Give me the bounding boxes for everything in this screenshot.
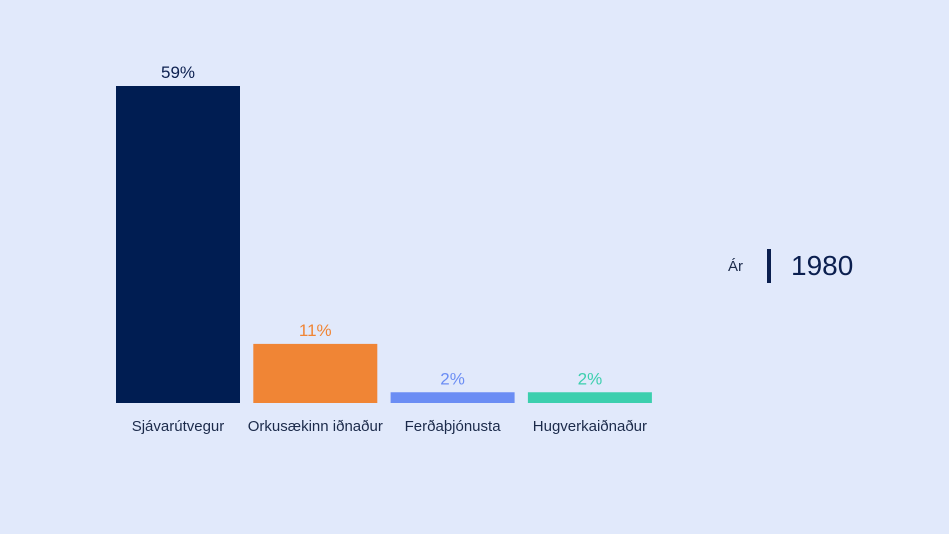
- category-label-2: Ferðaþjónusta: [405, 418, 502, 435]
- category-label-3: Hugverkaiðnaður: [533, 418, 647, 435]
- bar-value-label-0: 59%: [161, 63, 195, 82]
- bar-value-label-2: 2%: [440, 369, 465, 388]
- bar-1: [253, 343, 378, 403]
- year-value: 1980: [791, 250, 854, 281]
- year-label: Ár: [728, 257, 743, 275]
- category-label-0: Sjávarútvegur: [132, 418, 225, 435]
- bar-value-label-1: 11%: [299, 321, 332, 340]
- bar-value-label-3: 2%: [578, 369, 603, 388]
- year-indicator: Ár 1980: [728, 244, 853, 288]
- category-label-1: Orkusækinn iðnaður: [248, 418, 383, 435]
- year-divider: [767, 249, 771, 283]
- bar-2: [390, 392, 515, 403]
- bar-3: [527, 392, 652, 403]
- bar-0: [116, 86, 240, 403]
